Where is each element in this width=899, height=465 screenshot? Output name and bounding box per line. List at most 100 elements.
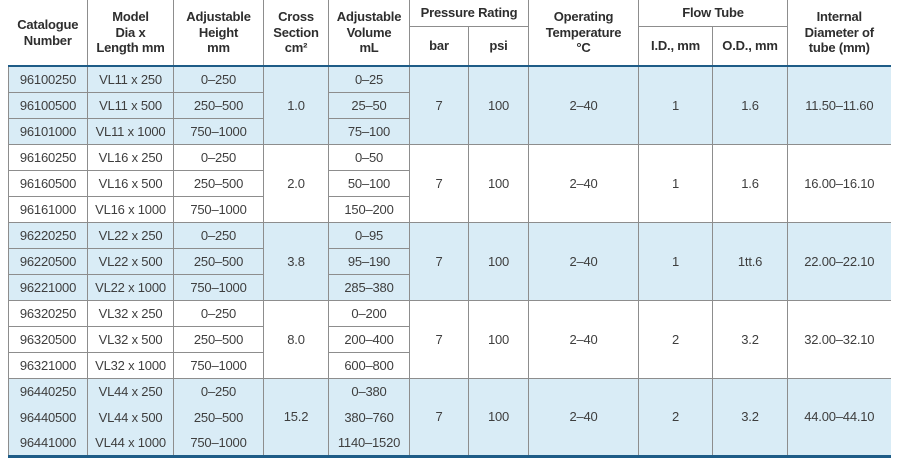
cell-adjustable-volume: 50–100: [328, 170, 410, 197]
cell-pressure-psi: 100: [467, 300, 529, 379]
header-psi: psi: [467, 26, 529, 67]
cell-model: VL32 x 1000: [87, 352, 174, 379]
table-row: 96161000 VL16 x 1000 750–1000 150–200: [8, 196, 891, 223]
header-flow-tube: Flow Tube: [638, 0, 788, 27]
cell-catalogue-number: 96440250: [8, 378, 88, 404]
cell-catalogue-number: 96100250: [8, 66, 88, 93]
cell-catalogue-number: 96160250: [8, 144, 88, 171]
cell-model: VL11 x 250: [87, 66, 174, 93]
cell-pressure-psi: 100: [467, 378, 529, 456]
cell-catalogue-number: 96321000: [8, 352, 88, 379]
cell-pressure-bar: 7: [409, 66, 469, 145]
cell-model: VL16 x 1000: [87, 196, 174, 223]
cell-cross-section: 3.8: [263, 222, 329, 301]
cell-model: VL22 x 1000: [87, 274, 174, 301]
cell-cross-section: 2.0: [263, 144, 329, 223]
cell-adjustable-volume: 285–380: [328, 274, 410, 301]
cell-adjustable-height: 750–1000: [173, 118, 264, 145]
header-operating-temperature: Operating Temperature °C: [528, 0, 639, 67]
cell-catalogue-number: 96440500: [8, 404, 88, 430]
cell-catalogue-number: 96221000: [8, 274, 88, 301]
header-internal-diameter: Internal Diameter of tube (mm): [787, 0, 891, 67]
cell-adjustable-height: 0–250: [173, 144, 264, 171]
cell-catalogue-number: 96160500: [8, 170, 88, 197]
cell-adjustable-volume: 1140–1520: [328, 430, 410, 456]
cell-flow-tube-id: 1: [638, 66, 713, 145]
cell-adjustable-volume: 95–190: [328, 248, 410, 275]
header-cross-section: Cross Section cm²: [263, 0, 329, 67]
cell-internal-diameter: 22.00–22.10: [787, 222, 891, 301]
cell-model: VL44 x 500: [87, 404, 174, 430]
cell-adjustable-height: 0–250: [173, 66, 264, 93]
cell-adjustable-volume: 75–100: [328, 118, 410, 145]
table-row: 96321000 VL32 x 1000 750–1000 600–800: [8, 352, 891, 379]
table-row: 96440250 VL44 x 250 0–250 15.2 0–380 7 100 2–40…: [8, 378, 891, 456]
header-adjustable-height: Adjustable Height mm: [173, 0, 264, 67]
cell-catalogue-number: 96101000: [8, 118, 88, 145]
cell-model: VL16 x 250: [87, 144, 174, 171]
cell-flow-tube-od: 3.2: [712, 378, 788, 456]
cell-internal-diameter: 32.00–32.10: [787, 300, 891, 379]
cell-adjustable-volume: 25–50: [328, 92, 410, 119]
cell-adjustable-volume: 380–760: [328, 404, 410, 430]
table-row: 96440500 VL44 x 500 250–500 380–760: [8, 404, 891, 430]
cell-flow-tube-id: 2: [638, 300, 713, 379]
cell-model: VL11 x 500: [87, 92, 174, 119]
cell-adjustable-height: 250–500: [173, 404, 264, 430]
cell-catalogue-number: 96441000: [8, 430, 88, 456]
cell-catalogue-number: 96220250: [8, 222, 88, 249]
cell-model: VL16 x 500: [87, 170, 174, 197]
cell-operating-temperature: 2–40: [528, 300, 639, 379]
cell-flow-tube-od: 1.6: [712, 144, 788, 223]
table-row: 96160500 VL16 x 500 250–500 50–100: [8, 170, 891, 197]
header-model: Model Dia x Length mm: [87, 0, 174, 67]
cell-pressure-psi: 100: [467, 144, 529, 223]
table-row: 96441000 VL44 x 1000 750–1000 1140–1520: [8, 430, 891, 456]
spec-table: Catalogue Number Model Dia x Length mm A…: [8, 0, 891, 458]
cell-adjustable-volume: 0–25: [328, 66, 410, 93]
cell-adjustable-height: 750–1000: [173, 352, 264, 379]
cell-operating-temperature: 2–40: [528, 378, 639, 456]
cell-adjustable-volume: 200–400: [328, 326, 410, 353]
cell-adjustable-volume: 150–200: [328, 196, 410, 223]
cell-model: VL44 x 1000: [87, 430, 174, 456]
cell-adjustable-height: 750–1000: [173, 430, 264, 456]
header-catalogue-number: Catalogue Number: [8, 0, 88, 67]
cell-model: VL22 x 500: [87, 248, 174, 275]
table-row: 96100500 VL11 x 500 250–500 25–50: [8, 92, 891, 119]
cell-catalogue-number: 96320250: [8, 300, 88, 327]
table-body: 96100250 VL11 x 250 0–250 1.0 0–25 7 100 2–40 1 1…: [8, 66, 891, 456]
cell-pressure-bar: 7: [409, 378, 469, 456]
cell-adjustable-volume: 0–95: [328, 222, 410, 249]
cell-operating-temperature: 2–40: [528, 66, 639, 145]
cell-adjustable-height: 250–500: [173, 248, 264, 275]
cell-catalogue-number: 96100500: [8, 92, 88, 119]
cell-adjustable-volume: 0–50: [328, 144, 410, 171]
cell-operating-temperature: 2–40: [528, 144, 639, 223]
cell-pressure-psi: 100: [467, 222, 529, 301]
cell-flow-tube-id: 1: [638, 144, 713, 223]
table-row: 96160250 VL16 x 250 0–250 2.0 0–50 7 100 2–40 1 1…: [8, 144, 891, 223]
cell-internal-diameter: 44.00–44.10: [787, 378, 891, 456]
cell-cross-section: 8.0: [263, 300, 329, 379]
header-adjustable-volume: Adjustable Volume mL: [328, 0, 410, 67]
cell-cross-section: 15.2: [263, 378, 329, 456]
cell-flow-tube-id: 2: [638, 378, 713, 456]
cell-adjustable-height: 250–500: [173, 170, 264, 197]
cell-model: VL32 x 250: [87, 300, 174, 327]
table-row: 96320500 VL32 x 500 250–500 200–400: [8, 326, 891, 353]
cell-adjustable-volume: 0–380: [328, 378, 410, 404]
header-od-mm: O.D., mm: [712, 26, 788, 67]
cell-catalogue-number: 96320500: [8, 326, 88, 353]
cell-model: VL32 x 500: [87, 326, 174, 353]
cell-catalogue-number: 96161000: [8, 196, 88, 223]
cell-model: VL11 x 1000: [87, 118, 174, 145]
table-row: 96221000 VL22 x 1000 750–1000 285–380: [8, 274, 891, 301]
table-row: 96100250 VL11 x 250 0–250 1.0 0–25 7 100 2–40 1 1…: [8, 66, 891, 145]
cell-adjustable-height: 750–1000: [173, 196, 264, 223]
cell-adjustable-height: 0–250: [173, 222, 264, 249]
cell-pressure-bar: 7: [409, 222, 469, 301]
cell-adjustable-height: 250–500: [173, 92, 264, 119]
header-bar: bar: [409, 26, 469, 67]
cell-pressure-bar: 7: [409, 144, 469, 223]
